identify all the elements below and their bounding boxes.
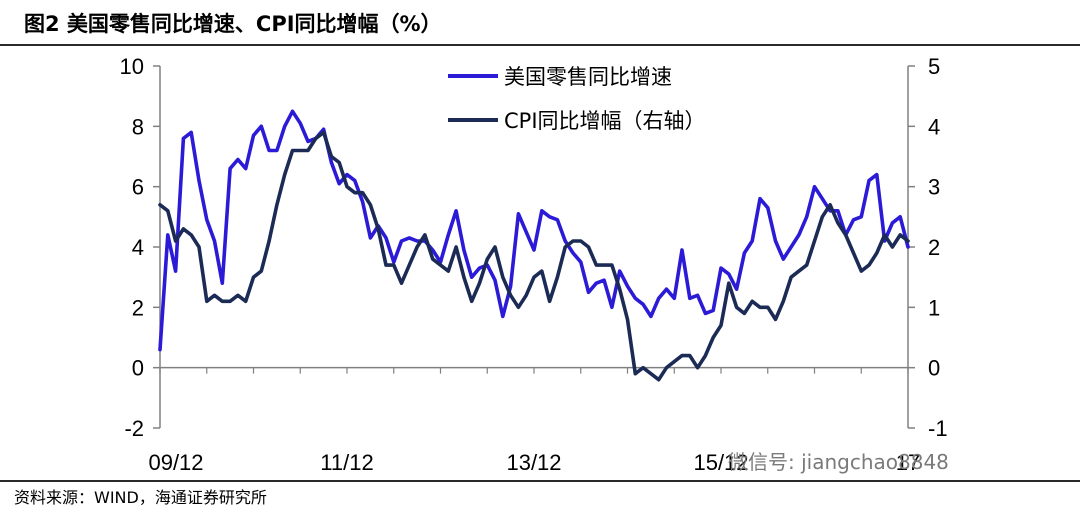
watermark-text: 微信号: jiangchao8848	[728, 450, 949, 474]
y-right-tick-label: 2	[928, 235, 940, 260]
y-left-tick-label: 6	[132, 175, 144, 200]
y-right-tick-label: -1	[928, 416, 948, 441]
source-note: 资料来源：WIND，海通证券研究所	[14, 488, 267, 507]
figure-header: 图2 美国零售同比增速、CPI同比增幅（%）	[0, 0, 1080, 44]
y-right-tick-label: 1	[928, 295, 940, 320]
y-left-tick-label: 0	[132, 356, 144, 381]
legend-label-2: CPI同比增幅（右轴）	[504, 109, 706, 133]
chart-legend: 美国零售同比增速 CPI同比增幅（右轴）	[448, 65, 706, 133]
y-left-tick-label: -2	[124, 416, 144, 441]
series-line-2	[158, 130, 910, 382]
y-left-tick-label: 4	[132, 235, 144, 260]
x-tick-label: 13/12	[506, 450, 561, 475]
legend-label-1: 美国零售同比增速	[504, 65, 672, 89]
x-tick-label: 15/12	[693, 450, 748, 475]
y-right-tick-label: 4	[928, 114, 940, 139]
y-right-tick-label: 3	[928, 175, 940, 200]
x-tick-label: 09/12	[148, 450, 203, 475]
y-left-tick-label: 8	[132, 114, 144, 139]
footer-divider	[0, 480, 1080, 482]
x-tick-label: 11/12	[320, 450, 373, 475]
y-right-tick-label: 0	[928, 356, 940, 381]
chart-series	[158, 109, 910, 382]
series-line-1	[158, 109, 910, 352]
y-left-tick-label: 10	[120, 54, 144, 79]
x-tick-label: 17	[896, 450, 920, 475]
header-divider	[0, 44, 1080, 46]
chart-axes: -2 0 2 4 6 8 10 -1 0 1 2 3 4 5 09/12 11/12 13/12 15/12 17	[120, 54, 948, 475]
figure-title: 图2 美国零售同比增速、CPI同比增幅（%）	[24, 12, 442, 36]
y-left-tick-label: 2	[132, 295, 144, 320]
y-right-tick-label: 5	[928, 54, 940, 79]
